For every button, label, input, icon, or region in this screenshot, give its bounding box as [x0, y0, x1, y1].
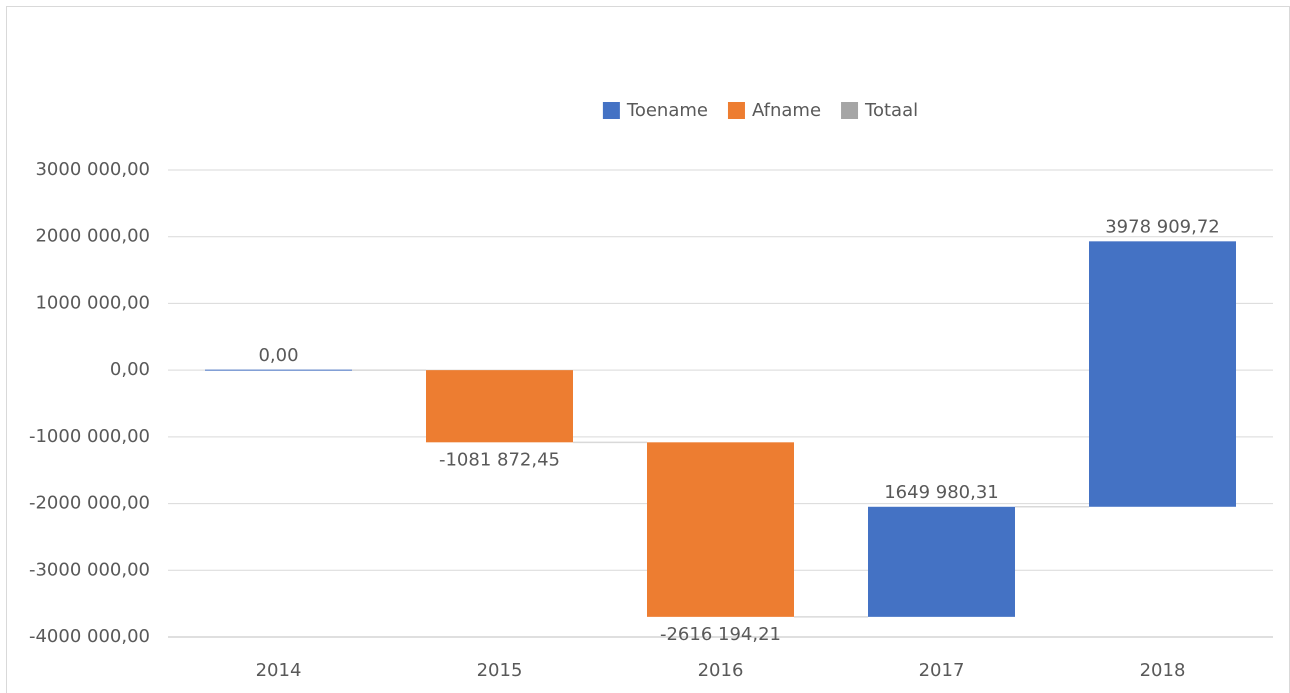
x-tick-label: 2016 [698, 660, 744, 681]
x-tick-label: 2018 [1140, 660, 1186, 681]
legend-swatch [727, 102, 745, 119]
y-tick-label: -2000 000,00 [29, 493, 150, 514]
y-tick-label: -4000 000,00 [29, 626, 150, 647]
y-tick-label: 0,00 [110, 359, 150, 380]
x-tick-label: 2017 [919, 660, 965, 681]
x-tick-label: 2014 [256, 660, 302, 681]
y-tick-label: 2000 000,00 [35, 226, 150, 247]
data-label: -1081 872,45 [439, 449, 560, 470]
legend-swatch [602, 102, 620, 119]
y-tick-label: 3000 000,00 [35, 159, 150, 180]
bar [868, 506, 1015, 617]
x-tick-label: 2015 [477, 660, 523, 681]
y-tick-label: 1000 000,00 [35, 292, 150, 313]
legend-label: Totaal [864, 100, 918, 121]
legend-label: Toename [626, 100, 708, 121]
bar [1089, 241, 1236, 507]
bar [426, 370, 573, 443]
bar [647, 442, 794, 617]
y-tick-label: -1000 000,00 [29, 426, 150, 447]
data-label: -2616 194,21 [660, 624, 781, 645]
legend-swatch [841, 102, 859, 119]
data-label: 0,00 [258, 345, 298, 366]
legend-label: Afname [752, 100, 821, 121]
y-tick-label: -3000 000,00 [29, 559, 150, 580]
bar [205, 369, 352, 371]
data-label: 1649 980,31 [884, 482, 999, 503]
data-label: 3978 909,72 [1105, 216, 1220, 237]
